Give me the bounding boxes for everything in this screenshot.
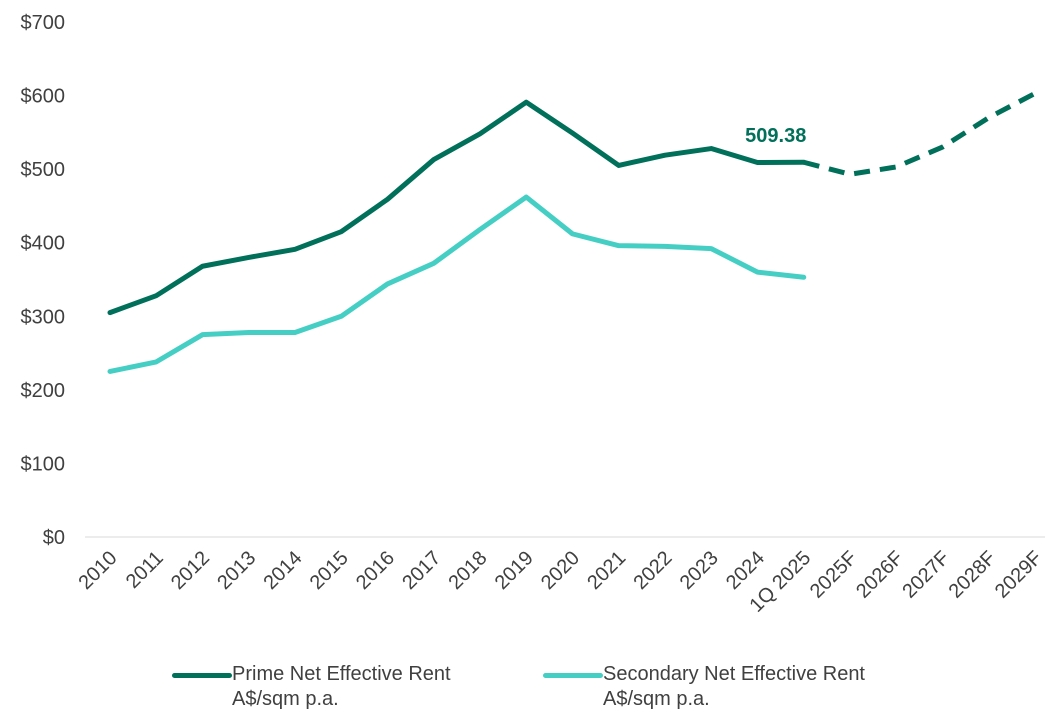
x-tick-label: 2020	[537, 547, 584, 594]
legend-label-prime-line1: Prime Net Effective Rent	[232, 663, 451, 685]
legend-swatch-prime	[172, 673, 232, 678]
x-tick-label: 2017	[398, 547, 445, 594]
x-tick-label: 2014	[260, 547, 307, 594]
x-tick-label: 2011	[122, 547, 168, 593]
y-axis-tick-labels: $0 $100 $200 $300 $400 $500 $600 $700	[21, 12, 66, 549]
line-chart: $0$100$200$300$400$500$600$700 2010 2011 2…	[21, 12, 1047, 617]
y-tick-label: $500	[21, 159, 66, 181]
x-tick-label: 2019	[491, 547, 538, 594]
x-tick-label: 2021	[583, 547, 630, 594]
forecast-series-line	[803, 91, 1037, 177]
x-tick-label: 2013	[213, 547, 260, 594]
x-tick-label: 2015	[306, 547, 353, 594]
legend-label-prime: Prime Net Effective Rent A$/sqm p.a.	[232, 662, 451, 712]
legend-label-prime-line2: A$/sqm p.a.	[232, 688, 339, 710]
y-tick-label: $100	[21, 453, 66, 475]
x-axis-tick-labels: 2010 2011 2012 2013 2014 2015 2016 2017 2018 2019…	[75, 547, 1047, 617]
data-annotations: 509.38	[745, 125, 806, 147]
x-tick-label: 2012	[167, 547, 214, 594]
legend-label-secondary-line2: A$/sqm p.a.	[603, 688, 710, 710]
y-tick-label: $600	[21, 86, 66, 108]
legend-label-secondary: Secondary Net Effective Rent A$/sqm p.a.	[603, 662, 865, 712]
y-tick-label: $700	[21, 12, 66, 34]
series-line	[107, 99, 807, 316]
x-tick-label: 2025F	[806, 547, 862, 603]
x-tick-label: 2010	[75, 547, 122, 594]
data-label-annotation: 509.38	[745, 125, 806, 147]
series-lines	[107, 91, 1037, 374]
x-tick-label: 2023	[676, 547, 723, 594]
y-tick-label: $300	[21, 306, 66, 328]
x-tick-label: 2029F	[991, 547, 1047, 603]
legend-label-secondary-line1: Secondary Net Effective Rent	[603, 663, 865, 685]
x-tick-label: 2016	[352, 547, 399, 594]
x-tick-label: 2026F	[852, 547, 908, 603]
y-tick-label: $400	[21, 233, 66, 255]
x-tick-label: 2018	[445, 547, 492, 594]
x-tick-label: 2022	[630, 547, 677, 594]
x-tick-label: 2028F	[945, 547, 1001, 603]
y-tick-label: $0	[43, 527, 65, 549]
series-line	[107, 194, 807, 374]
x-tick-label: 2027F	[898, 547, 954, 603]
legend-swatch-secondary	[543, 673, 603, 678]
y-tick-label: $200	[21, 380, 66, 402]
